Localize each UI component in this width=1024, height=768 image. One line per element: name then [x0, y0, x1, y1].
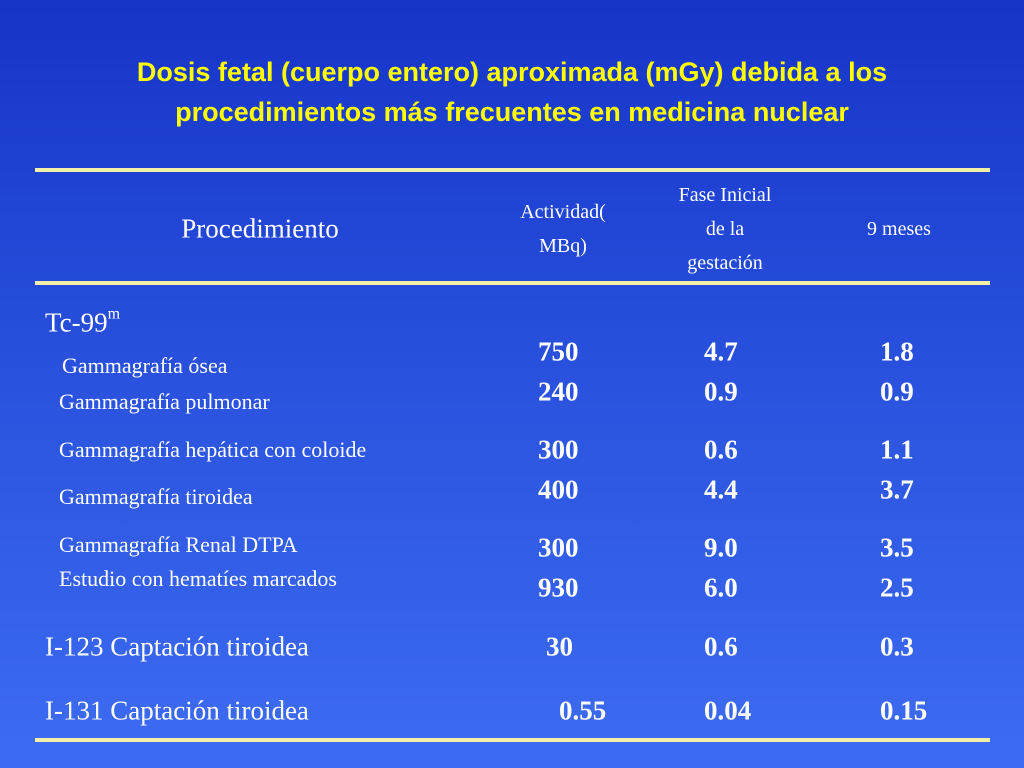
header-early-line2: de la — [705, 218, 745, 240]
early-value: 4.4 — [704, 474, 738, 505]
row-name: Estudio con hematíes marcados — [59, 566, 337, 591]
nine-months-value: 0.9 — [880, 376, 914, 407]
title-line-1: Dosis fetal (cuerpo entero) aproximada (… — [136, 57, 888, 87]
early-value: 0.04 — [704, 695, 752, 726]
header-early-line1: Fase Inicial — [678, 184, 772, 206]
nine-months-value: 0.3 — [880, 631, 914, 662]
group-tc99m: Tc-99m — [45, 305, 121, 339]
group-tc99m-sup: m — [107, 305, 121, 323]
activity-value: 750 — [538, 336, 579, 367]
early-value: 0.6 — [704, 434, 738, 465]
header-bottom-rule — [35, 281, 990, 285]
activity-value: 930 — [538, 572, 579, 603]
early-value: 6.0 — [704, 572, 738, 603]
activity-value: 300 — [538, 532, 579, 563]
activity-value: 400 — [538, 474, 579, 505]
header-activity-line2: MBq) — [539, 235, 587, 257]
early-value: 4.7 — [704, 336, 738, 367]
activity-value: 300 — [538, 434, 579, 465]
row-name: Gammagrafía tiroidea — [59, 484, 253, 509]
activity-value: 240 — [538, 376, 579, 407]
row-name: Gammagrafía pulmonar — [59, 389, 270, 414]
row-name: Gammagrafía ósea — [62, 353, 228, 378]
header-activity-line1: Actividad( — [520, 201, 606, 223]
title-line-2: procedimientos más frecuentes en medicin… — [175, 97, 849, 127]
row-name: I-131 Captación tiroidea — [45, 695, 309, 726]
row-name: Gammagrafía Renal DTPA — [59, 532, 298, 557]
header-early-gestation: Fase Inicial de la gestación — [679, 178, 772, 280]
row-name: I-123 Captación tiroidea — [45, 631, 309, 662]
activity-value: 0.55 — [559, 695, 607, 726]
nine-months-value: 0.15 — [880, 695, 928, 726]
slide-title: Dosis fetal (cuerpo entero) aproximada (… — [0, 52, 1024, 132]
header-early-line3: gestación — [687, 252, 763, 274]
nine-months-value: 1.8 — [880, 336, 914, 367]
activity-value: 30 — [546, 631, 573, 662]
early-value: 0.6 — [704, 631, 738, 662]
group-tc99m-label: Tc-99 — [45, 307, 108, 338]
early-value: 0.9 — [704, 376, 738, 407]
nine-months-value: 1.1 — [880, 434, 914, 465]
header-procedure: Procedimiento — [181, 213, 339, 244]
early-value: 9.0 — [704, 532, 738, 563]
header-activity: Actividad( MBq) — [520, 195, 606, 263]
nine-months-value: 2.5 — [880, 572, 914, 603]
table-bottom-rule — [35, 738, 990, 742]
table-top-rule — [35, 168, 990, 172]
nine-months-value: 3.5 — [880, 532, 914, 563]
row-name: Gammagrafía hepática con coloide — [59, 437, 367, 462]
nine-months-value: 3.7 — [880, 474, 914, 505]
header-nine-months: 9 meses — [867, 218, 931, 240]
